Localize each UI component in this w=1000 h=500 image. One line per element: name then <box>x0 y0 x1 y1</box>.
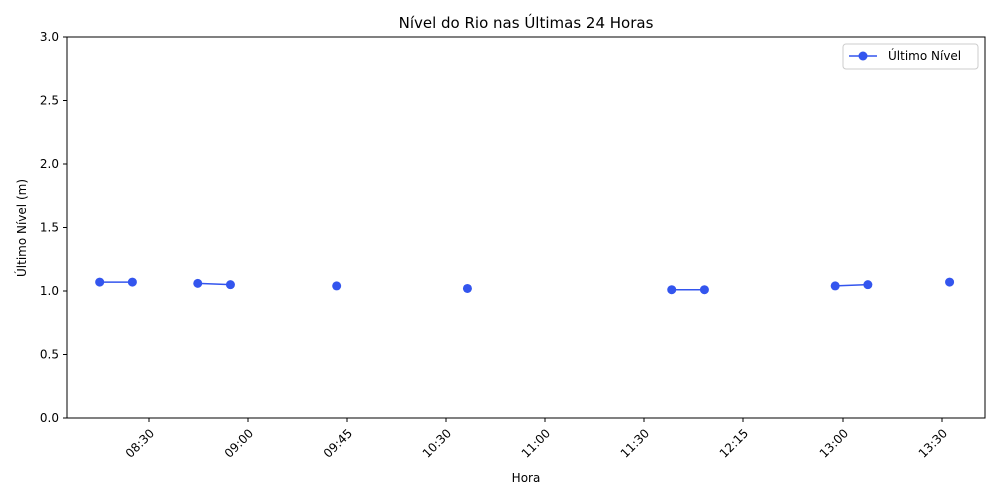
y-tick-label: 2.5 <box>40 94 59 108</box>
data-point <box>225 280 235 290</box>
x-axis-title: Hora <box>512 471 541 485</box>
y-tick-label: 1.0 <box>40 284 59 298</box>
data-point <box>830 281 840 291</box>
x-tick-label: 09:00 <box>222 426 256 460</box>
data-point <box>945 277 955 287</box>
chart-title: Nível do Rio nas Últimas 24 Horas <box>399 13 654 32</box>
legend-marker-swatch <box>858 51 868 61</box>
y-tick-label: 0.0 <box>40 411 59 425</box>
x-tick-label: 09:45 <box>321 426 355 460</box>
y-axis-title: Último Nível (m) <box>14 179 29 277</box>
data-point <box>332 281 342 291</box>
data-point <box>462 283 472 293</box>
x-tick-label: 10:30 <box>420 426 454 460</box>
x-tick-label: 11:30 <box>618 426 652 460</box>
x-tick-label: 11:00 <box>519 426 553 460</box>
x-tick-label: 08:30 <box>123 426 157 460</box>
data-point <box>193 278 203 288</box>
series-line-segment <box>197 282 231 286</box>
data-point <box>127 277 137 287</box>
series-line-segment <box>835 283 868 287</box>
x-tick-label: 12:15 <box>717 426 751 460</box>
data-point <box>863 280 873 290</box>
y-tick-label: 3.0 <box>40 30 59 44</box>
legend: Último Nível <box>842 43 979 70</box>
x-tick-label: 13:30 <box>916 426 950 460</box>
y-tick-label: 1.5 <box>40 221 59 235</box>
data-point <box>699 285 709 295</box>
plot-frame <box>66 36 986 419</box>
legend-label: Último Nível <box>888 48 961 63</box>
data-point <box>667 285 677 295</box>
legend-box <box>842 43 979 70</box>
y-tick-label: 2.0 <box>40 157 59 171</box>
x-tick-label: 13:00 <box>817 426 851 460</box>
y-tick-label: 0.5 <box>40 348 59 362</box>
data-point <box>95 277 105 287</box>
